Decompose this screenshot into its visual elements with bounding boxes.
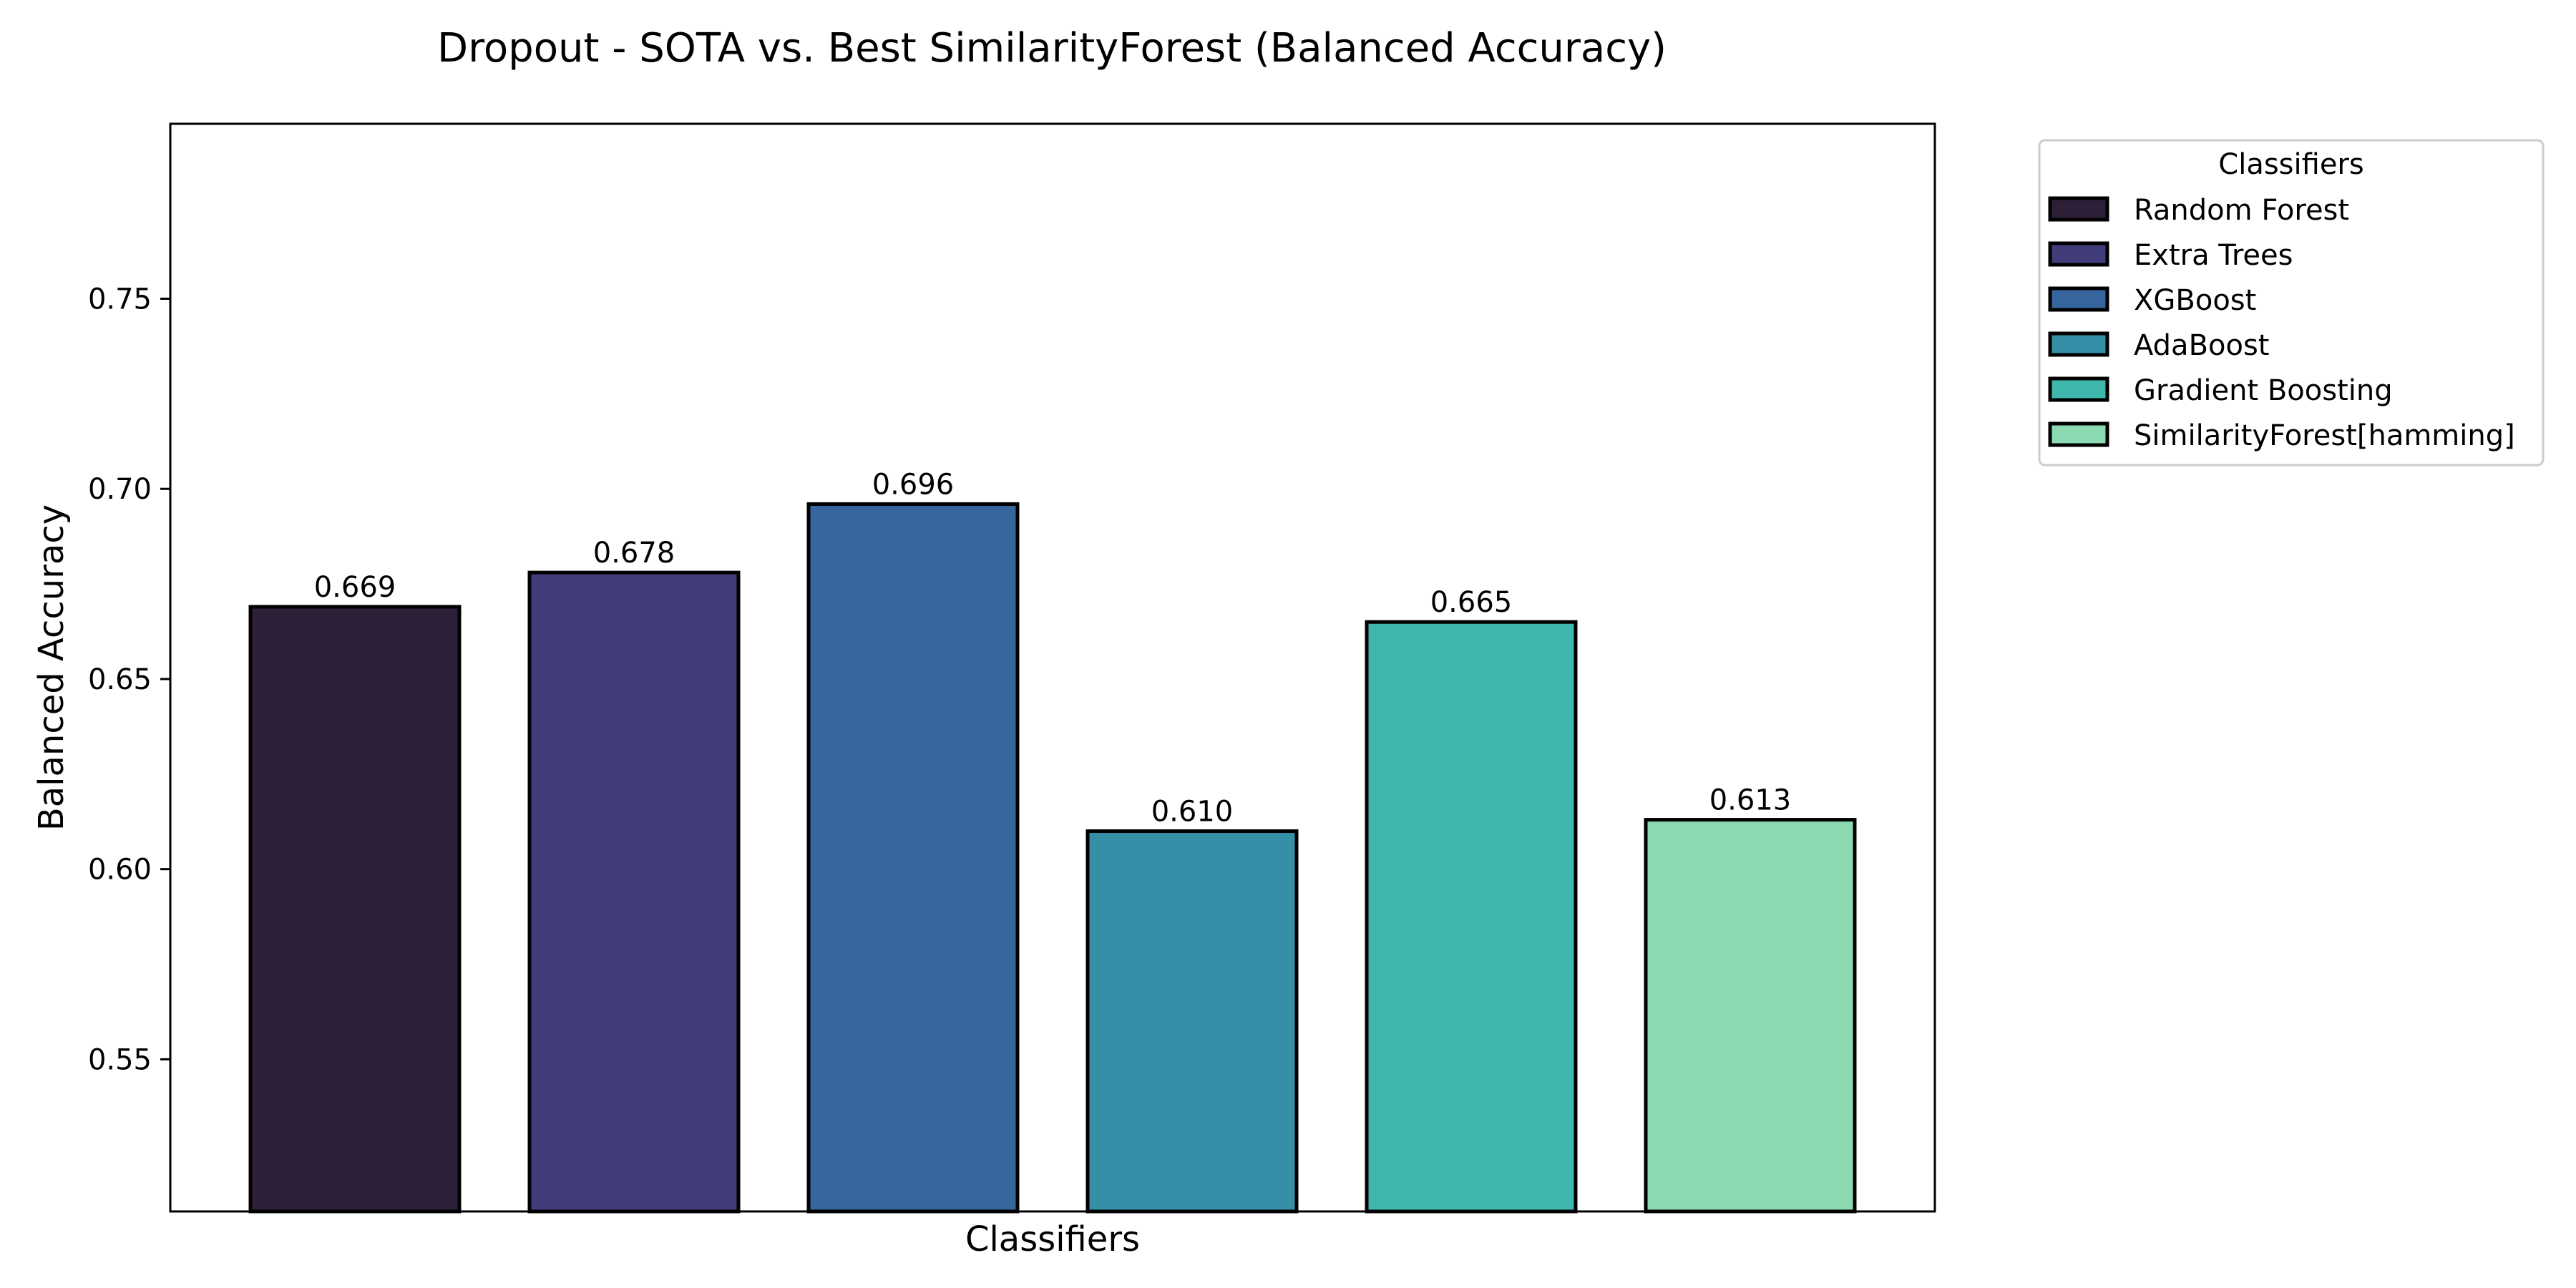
- legend-swatch: [2048, 421, 2109, 447]
- legend-swatch: [2048, 241, 2109, 267]
- bar-value-label: 0.678: [593, 537, 675, 570]
- legend-item-label: Gradient Boosting: [2134, 374, 2393, 407]
- bar-gradient-boosting: [1365, 620, 1578, 1214]
- legend-item-label: AdaBoost: [2134, 329, 2269, 362]
- bar-value-label: 0.669: [314, 571, 396, 604]
- legend: Classifiers Random Forest Extra Trees XGBo…: [2038, 139, 2545, 467]
- bar-random-forest: [248, 605, 462, 1214]
- bar-value-label: 0.696: [872, 468, 955, 501]
- y-tick-label: 0.70: [88, 473, 152, 506]
- plot-area-frame: [169, 122, 1936, 1213]
- bar-adaboost: [1085, 829, 1299, 1214]
- bar-extra-trees: [527, 570, 741, 1214]
- legend-item-label: Random Forest: [2134, 194, 2349, 227]
- x-axis-label: Classifiers: [965, 1219, 1140, 1259]
- legend-title: Classifiers: [2218, 148, 2363, 181]
- y-tick-label: 0.65: [88, 663, 152, 696]
- bar-similarityforest-hamming: [1644, 818, 1857, 1214]
- legend-swatch: [2048, 286, 2109, 312]
- legend-item-label: Extra Trees: [2134, 239, 2293, 272]
- legend-swatch: [2048, 196, 2109, 222]
- bar-xgboost: [806, 502, 1020, 1214]
- y-axis-label: Balanced Accuracy: [31, 504, 72, 831]
- bar-value-label: 0.610: [1151, 796, 1234, 829]
- y-tick-label: 0.60: [88, 854, 152, 887]
- bar-value-label: 0.613: [1709, 784, 1792, 817]
- legend-swatch: [2048, 331, 2109, 357]
- legend-swatch: [2048, 376, 2109, 402]
- legend-frame: [2038, 139, 2545, 467]
- chart-title: Dropout - SOTA vs. Best SimilarityForest…: [437, 25, 1667, 72]
- legend-item-label: XGBoost: [2134, 284, 2256, 317]
- y-tick-label: 0.55: [88, 1043, 152, 1076]
- bar-value-label: 0.665: [1430, 586, 1513, 619]
- legend-item-label: SimilarityForest[hamming]: [2134, 419, 2515, 452]
- y-tick-label: 0.75: [88, 283, 152, 316]
